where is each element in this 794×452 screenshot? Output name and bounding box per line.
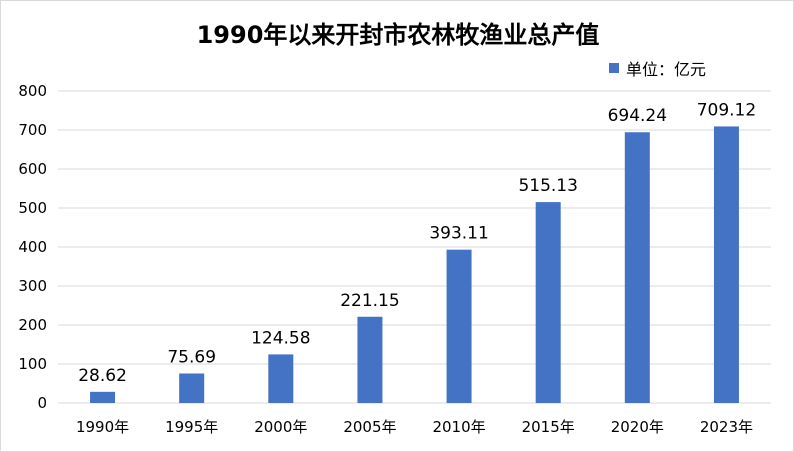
data-label: 28.62 bbox=[78, 366, 127, 386]
y-tick-label: 500 bbox=[18, 199, 47, 217]
data-label: 75.69 bbox=[167, 347, 216, 367]
y-tick-label: 400 bbox=[18, 238, 47, 256]
legend: 单位：亿元 bbox=[609, 56, 706, 80]
bar bbox=[446, 249, 472, 403]
data-label: 124.58 bbox=[251, 328, 310, 348]
legend-swatch bbox=[609, 63, 619, 73]
bar bbox=[179, 373, 205, 403]
bar bbox=[90, 391, 116, 403]
x-tick-label: 2005年 bbox=[343, 418, 396, 436]
bar bbox=[268, 354, 294, 403]
data-label: 709.12 bbox=[697, 100, 756, 120]
y-tick-label: 200 bbox=[18, 316, 47, 334]
bar bbox=[624, 132, 650, 403]
data-label: 393.11 bbox=[429, 224, 488, 244]
y-tick-label: 0 bbox=[37, 394, 47, 412]
x-tick-label: 2000年 bbox=[254, 418, 307, 436]
y-tick-label: 700 bbox=[18, 121, 47, 139]
x-tick-label: 2010年 bbox=[432, 418, 485, 436]
data-label: 694.24 bbox=[608, 106, 667, 126]
bar bbox=[713, 126, 739, 403]
x-tick-label: 1990年 bbox=[76, 418, 129, 436]
y-tick-label: 800 bbox=[18, 82, 47, 100]
chart-title: 1990年以来开封市农林牧渔业总产值 bbox=[196, 21, 600, 49]
data-label: 221.15 bbox=[340, 291, 399, 311]
y-tick-label: 600 bbox=[18, 160, 47, 178]
x-tick-label: 2020年 bbox=[611, 418, 664, 436]
y-tick-label: 100 bbox=[18, 355, 47, 373]
y-tick-label: 300 bbox=[18, 277, 47, 295]
x-tick-label: 2015年 bbox=[522, 418, 575, 436]
bar bbox=[535, 202, 561, 403]
legend-label: 单位：亿元 bbox=[626, 60, 707, 79]
bar bbox=[357, 316, 383, 403]
x-tick-label: 2023年 bbox=[700, 418, 753, 436]
x-tick-label: 1995年 bbox=[165, 418, 218, 436]
data-label: 515.13 bbox=[518, 176, 577, 196]
